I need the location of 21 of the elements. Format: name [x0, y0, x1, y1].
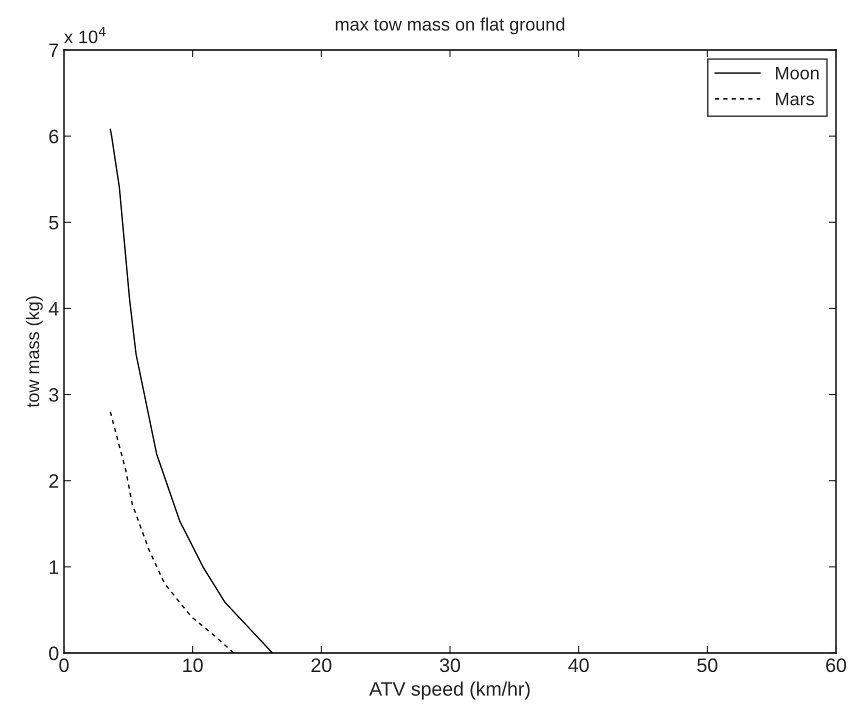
- y-tick-label: 2: [49, 474, 58, 488]
- y-axis-title: tow mass (kg): [26, 296, 43, 408]
- x-axis-title: ATV speed (km/hr): [369, 682, 530, 700]
- x-tick-label: 20: [312, 658, 332, 672]
- x-tick-label: 30: [440, 658, 460, 672]
- y-tick-label: 6: [49, 130, 58, 144]
- chart-title: max tow mass on flat ground: [336, 17, 564, 34]
- legend-label: Moon: [776, 66, 819, 80]
- y-tick-label: 7: [49, 44, 58, 58]
- x-tick-label: 10: [183, 658, 203, 672]
- y-tick-label: 0: [49, 646, 58, 660]
- y-tick-label: 1: [50, 560, 58, 574]
- x-tick-label: 0: [59, 658, 69, 672]
- y-tick-label: 5: [49, 216, 58, 230]
- text: x 10$^{4}$: [64, 26, 106, 44]
- y-tick-label: 3: [49, 388, 58, 402]
- x-tick-label: 60: [826, 658, 846, 672]
- x-tick-label: 50: [697, 658, 718, 672]
- legend-label: Mars: [776, 92, 814, 106]
- x-tick-label: 40: [568, 658, 589, 672]
- y-tick-label: 4: [48, 302, 59, 316]
